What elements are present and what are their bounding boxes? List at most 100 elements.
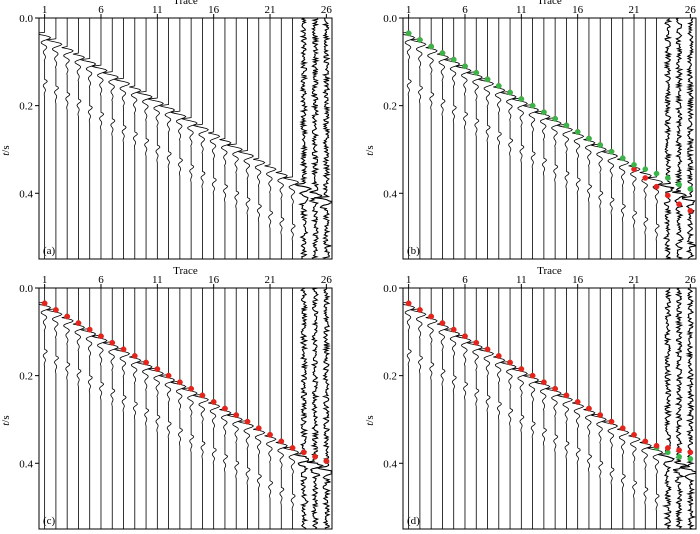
pick-point-2: [405, 300, 412, 307]
y-axis-label-symbol: t: [0, 152, 12, 156]
trace-2: [46, 288, 63, 529]
y-axis-label: t/s: [364, 415, 376, 425]
x-tick-label: 16: [572, 274, 584, 286]
pick-point-2: [255, 425, 262, 432]
x-tick-label: 1: [406, 4, 412, 16]
x-tick-label: 11: [516, 274, 527, 286]
y-axis-label-unit: /s: [0, 415, 12, 422]
trace-10: [136, 18, 153, 259]
trace-15: [556, 288, 574, 529]
trace-8: [478, 18, 495, 259]
pick-point-2: [450, 56, 457, 63]
pick-point-1: [653, 183, 660, 190]
trace-3: [61, 18, 74, 259]
x-tick-label: 26: [321, 4, 333, 16]
trace-16: [208, 288, 221, 529]
trace-2: [410, 288, 427, 529]
trace-5: [444, 18, 461, 259]
trace-26: [679, 288, 696, 529]
pick-point-2: [687, 186, 694, 192]
traces-group: [403, 18, 696, 259]
trace-11: [147, 288, 164, 529]
plot-frame: [402, 17, 697, 260]
trace-20: [253, 18, 266, 259]
pick-point-2: [518, 366, 525, 372]
pick-point-2: [484, 76, 491, 83]
trace-22: [639, 288, 652, 529]
trace-21: [264, 18, 277, 259]
pick-point-2: [574, 129, 581, 135]
pick-point-2: [529, 372, 536, 379]
pick-point-2: [405, 30, 412, 37]
trace-14: [545, 18, 562, 259]
pick-point-2: [631, 431, 637, 438]
pick-point-2: [495, 353, 502, 359]
x-tick-label: 21: [629, 4, 640, 16]
traces-group: [39, 18, 332, 259]
panel-label: (d): [407, 515, 420, 527]
y-tick-label: 0.0: [19, 283, 33, 295]
pick-point-2: [653, 442, 660, 449]
x-tick-label: 11: [152, 4, 163, 16]
pick-point-2: [210, 399, 217, 405]
pick-point-2: [64, 313, 71, 320]
trace-18: [590, 18, 607, 259]
pick-point-2: [597, 142, 604, 148]
y-tick-label: 0.4: [19, 188, 33, 200]
trace-13: [534, 18, 551, 259]
pick-point-2: [165, 372, 172, 379]
trace-19: [602, 18, 619, 259]
trace-9: [129, 18, 142, 259]
trace-1: [403, 18, 416, 259]
trace-25: [672, 288, 689, 529]
pick-point-2: [642, 166, 649, 173]
trace-10: [500, 288, 517, 529]
pick-point-2: [563, 392, 570, 399]
trace-14: [181, 288, 198, 529]
trace-24: [294, 18, 313, 259]
trace-11: [147, 18, 164, 259]
trace-3: [425, 18, 438, 259]
pick-point-2: [687, 449, 694, 456]
trace-8: [114, 288, 131, 529]
x-tick-label: 6: [462, 274, 468, 286]
y-tick-label: 0.4: [383, 458, 397, 470]
trace-22: [275, 18, 288, 259]
pick-point-2: [120, 346, 127, 353]
trace-18: [226, 18, 243, 259]
x-axis-label: Trace: [537, 265, 562, 277]
trace-25: [672, 18, 688, 259]
pick-point-2: [653, 170, 660, 177]
pick-point-2: [462, 63, 468, 70]
pick-point-2: [188, 385, 194, 392]
pick-point-2: [608, 148, 615, 155]
x-tick-label: 21: [265, 274, 276, 286]
pick-point-2: [529, 102, 536, 109]
pick-point-2: [428, 43, 435, 50]
trace-9: [493, 288, 506, 529]
pick-point-2: [541, 109, 547, 116]
pick-point-1: [687, 207, 694, 214]
y-axis-label: t/s: [0, 145, 12, 155]
trace-13: [170, 288, 187, 529]
trace-6: [91, 18, 108, 259]
trace-12: [523, 288, 540, 529]
y-axis-label-symbol: t: [364, 152, 376, 156]
trace-25: [306, 288, 325, 529]
pick-point-2: [53, 307, 59, 313]
trace-23: [647, 288, 664, 529]
x-tick-label: 11: [516, 4, 527, 16]
y-tick-label: 0.0: [383, 13, 397, 25]
pick-point-2: [439, 320, 446, 326]
trace-2: [46, 18, 63, 259]
trace-18: [226, 288, 243, 529]
trace-17: [219, 18, 232, 259]
trace-19: [238, 288, 255, 529]
trace-6: [455, 288, 472, 529]
y-axis-label: t/s: [0, 415, 12, 425]
panel-label: (c): [43, 515, 56, 527]
pick-point-1: [664, 192, 671, 199]
trace-20: [617, 18, 630, 259]
pick-point-2: [507, 359, 513, 366]
